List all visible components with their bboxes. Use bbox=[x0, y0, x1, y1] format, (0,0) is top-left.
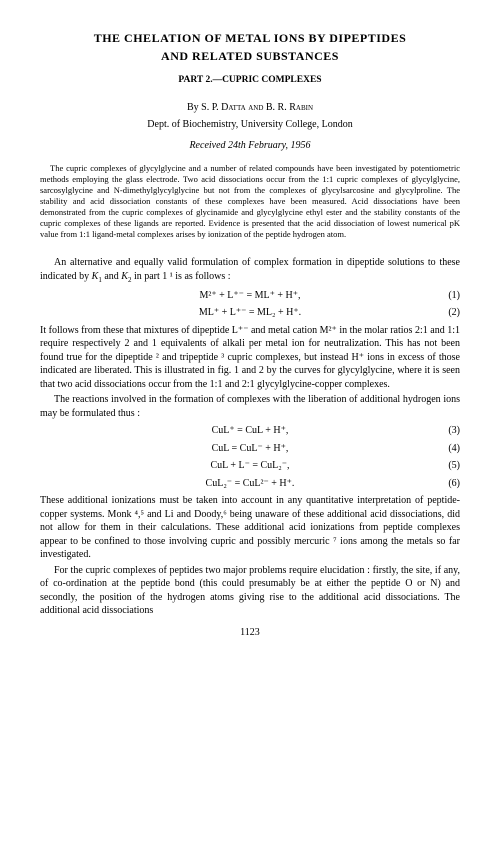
equation-1: M²⁺ + L⁺⁻ = ML⁺ + H⁺, (1) bbox=[40, 289, 460, 303]
paragraph-4: These additional ionizations must be tak… bbox=[40, 494, 460, 562]
equation-4: CuL = CuL⁻ + H⁺, (4) bbox=[40, 442, 460, 456]
eq1-number: (1) bbox=[448, 289, 460, 303]
eq3-number: (3) bbox=[448, 424, 460, 438]
paragraph-5: For the cupric complexes of peptides two… bbox=[40, 564, 460, 618]
eq2-number: (2) bbox=[448, 306, 460, 320]
para1-post: in part 1 ¹ is as follows : bbox=[131, 271, 230, 282]
equation-3: CuL⁺ = CuL + H⁺, (3) bbox=[40, 424, 460, 438]
abstract: The cupric complexes of glycylglycine an… bbox=[40, 163, 460, 240]
eq6-body: CuL₂⁻ = CuL²⁻ + H⁺. bbox=[206, 478, 295, 489]
equation-6: CuL₂⁻ = CuL²⁻ + H⁺. (6) bbox=[40, 477, 460, 491]
eq3-body: CuL⁺ = CuL + H⁺, bbox=[212, 425, 289, 436]
title-line-1: THE CHELATION OF METAL IONS BY DIPEPTIDE… bbox=[40, 30, 460, 46]
eq5-number: (5) bbox=[448, 459, 460, 473]
para1-mid: and bbox=[102, 271, 121, 282]
equation-5: CuL + L⁻ = CuL₂⁻, (5) bbox=[40, 459, 460, 473]
paragraph-2: It follows from these that mixtures of d… bbox=[40, 324, 460, 392]
subtitle: PART 2.—CUPRIC COMPLEXES bbox=[40, 74, 460, 87]
authors-by: By bbox=[187, 102, 201, 113]
eq4-number: (4) bbox=[448, 442, 460, 456]
page-number: 1123 bbox=[40, 626, 460, 640]
eq6-number: (6) bbox=[448, 477, 460, 491]
k2-var: K bbox=[121, 271, 128, 282]
eq1-body: M²⁺ + L⁺⁻ = ML⁺ + H⁺, bbox=[199, 290, 300, 301]
affiliation: Dept. of Biochemistry, University Colleg… bbox=[40, 118, 460, 132]
received-date: Received 24th February, 1956 bbox=[40, 139, 460, 153]
paragraph-1: An alternative and equally valid formula… bbox=[40, 256, 460, 285]
authors: By S. P. Datta and B. R. Rabin bbox=[40, 101, 460, 115]
equation-2: ML⁺ + L⁺⁻ = ML₂ + H⁺. (2) bbox=[40, 306, 460, 320]
eq5-body: CuL + L⁻ = CuL₂⁻, bbox=[210, 460, 289, 471]
eq4-body: CuL = CuL⁻ + H⁺, bbox=[212, 443, 289, 454]
authors-names: S. P. Datta and B. R. Rabin bbox=[201, 102, 313, 113]
eq2-body: ML⁺ + L⁺⁻ = ML₂ + H⁺. bbox=[199, 307, 301, 318]
title-line-2: AND RELATED SUBSTANCES bbox=[40, 48, 460, 64]
paragraph-3: The reactions involved in the formation … bbox=[40, 393, 460, 420]
